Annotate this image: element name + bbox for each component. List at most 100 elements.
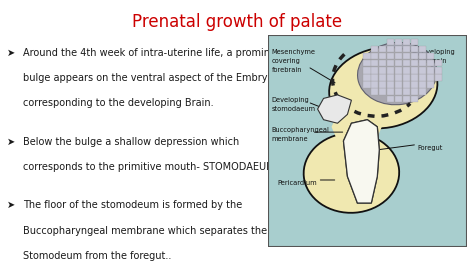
Bar (387, 74, 394, 81)
Bar (387, 95, 394, 102)
Bar (387, 89, 394, 95)
Bar (427, 74, 434, 81)
Text: Around the 4th week of intra-uterine life, a prominent: Around the 4th week of intra-uterine lif… (23, 48, 286, 58)
Text: covering: covering (272, 58, 301, 64)
Bar (411, 89, 419, 95)
Bar (395, 89, 402, 95)
Bar (379, 60, 386, 66)
Bar (427, 53, 434, 59)
Bar (403, 95, 410, 102)
Bar (435, 60, 442, 66)
Bar (427, 67, 434, 74)
Bar (379, 89, 386, 95)
Text: The floor of the stomodeum is formed by the: The floor of the stomodeum is formed by … (23, 200, 242, 210)
Bar (403, 39, 410, 45)
Bar (395, 74, 402, 81)
Bar (419, 81, 426, 88)
Bar (364, 81, 371, 88)
Text: forebrain: forebrain (272, 66, 302, 73)
Bar (364, 74, 371, 81)
Bar (427, 60, 434, 66)
Text: Stomodeum from the foregut..: Stomodeum from the foregut.. (23, 251, 171, 261)
Bar (435, 67, 442, 74)
Text: stomodaeum: stomodaeum (272, 106, 316, 111)
Bar (395, 60, 402, 66)
Bar (387, 53, 394, 59)
Bar (411, 39, 419, 45)
Bar (403, 74, 410, 81)
Polygon shape (344, 120, 379, 203)
Text: Prenatal growth of palate: Prenatal growth of palate (132, 13, 342, 31)
Bar (371, 89, 379, 95)
Ellipse shape (342, 84, 392, 120)
Text: Pericardium: Pericardium (278, 180, 318, 186)
Bar (395, 67, 402, 74)
Bar (411, 46, 419, 52)
Text: corresponds to the primitive mouth- STOMODAEUM.: corresponds to the primitive mouth- STOM… (23, 162, 277, 172)
Bar (395, 46, 402, 52)
Bar (371, 60, 379, 66)
Polygon shape (331, 106, 383, 144)
Bar (419, 67, 426, 74)
Bar (427, 81, 434, 88)
Ellipse shape (329, 47, 438, 128)
Bar (387, 39, 394, 45)
Bar (395, 53, 402, 59)
Bar (379, 74, 386, 81)
Bar (387, 46, 394, 52)
Bar (371, 81, 379, 88)
Text: Below the bulge a shallow depression which: Below the bulge a shallow depression whi… (23, 137, 239, 147)
Bar (371, 74, 379, 81)
Text: bulge appears on the ventral aspect of the Embryo: bulge appears on the ventral aspect of t… (23, 73, 273, 83)
Bar (411, 81, 419, 88)
Bar (411, 95, 419, 102)
Text: forebrain: forebrain (417, 58, 447, 64)
Bar (419, 74, 426, 81)
Bar (419, 89, 426, 95)
Bar (411, 74, 419, 81)
Bar (411, 67, 419, 74)
Text: corresponding to the developing Brain.: corresponding to the developing Brain. (23, 98, 213, 109)
Ellipse shape (304, 133, 399, 213)
Text: ➤: ➤ (7, 200, 15, 210)
Bar (435, 74, 442, 81)
Bar (395, 81, 402, 88)
Bar (403, 89, 410, 95)
Bar (379, 81, 386, 88)
Bar (411, 53, 419, 59)
Ellipse shape (357, 42, 437, 105)
Text: Foregut: Foregut (417, 144, 443, 151)
Bar (371, 67, 379, 74)
Text: Developing: Developing (272, 97, 310, 103)
Bar (387, 81, 394, 88)
Polygon shape (318, 95, 351, 123)
Text: ➤: ➤ (7, 48, 15, 58)
Polygon shape (344, 120, 379, 203)
Bar (403, 67, 410, 74)
Bar (364, 53, 371, 59)
Text: Mesenchyme: Mesenchyme (272, 49, 316, 55)
Bar (371, 46, 379, 52)
Bar (387, 67, 394, 74)
Bar (364, 60, 371, 66)
Bar (403, 81, 410, 88)
Bar (371, 53, 379, 59)
Bar (419, 53, 426, 59)
Bar (379, 67, 386, 74)
Text: ➤: ➤ (7, 137, 15, 147)
Bar (411, 60, 419, 66)
Text: Buccopharyngeal: Buccopharyngeal (272, 127, 329, 133)
Bar (403, 60, 410, 66)
Text: membrane: membrane (272, 136, 309, 142)
Bar (379, 46, 386, 52)
Bar (403, 53, 410, 59)
Bar (379, 53, 386, 59)
Text: Buccopharyngeal membrane which separates the: Buccopharyngeal membrane which separates… (23, 226, 267, 236)
Bar (387, 60, 394, 66)
Bar (403, 46, 410, 52)
Bar (364, 67, 371, 74)
Bar (419, 60, 426, 66)
Bar (395, 39, 402, 45)
Text: Developing: Developing (417, 49, 455, 55)
Bar (395, 95, 402, 102)
